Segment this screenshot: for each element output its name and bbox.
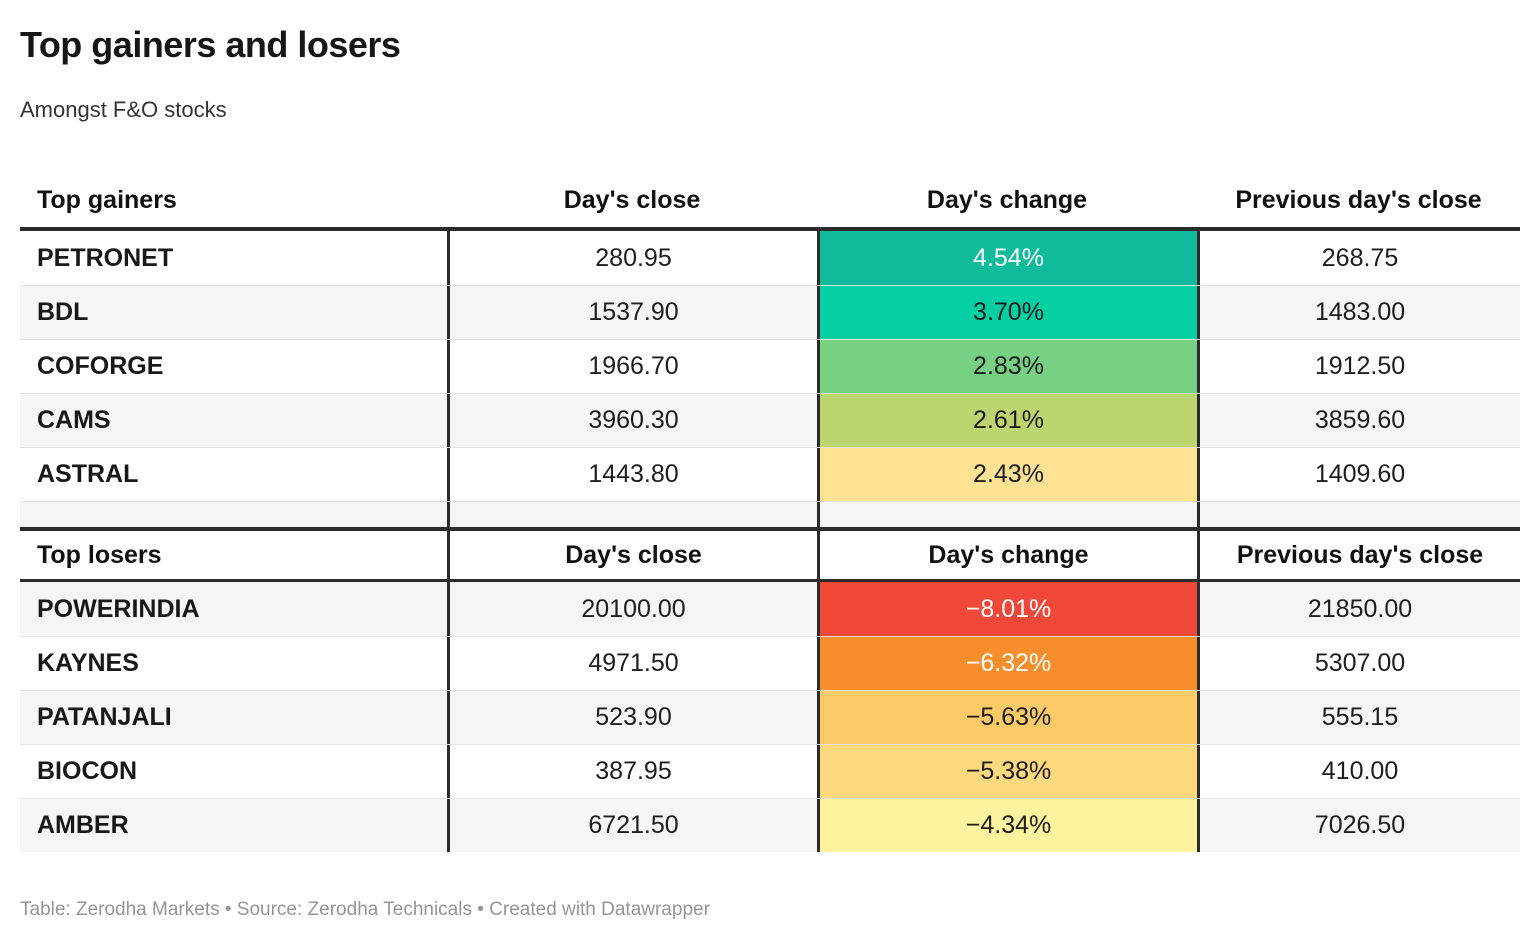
days-close-value: 1966.70 xyxy=(447,340,817,393)
page-title: Top gainers and losers xyxy=(20,24,401,65)
stock-name: COFORGE xyxy=(37,352,164,380)
column-header-days-change: Day's change xyxy=(817,531,1197,579)
table-row: CAMS 3960.30 2.61% 3859.60 xyxy=(20,393,1520,447)
column-header-top-gainers: Top gainers xyxy=(37,185,177,214)
days-close-value: 387.95 xyxy=(447,745,817,798)
column-header-days-close: Day's close xyxy=(563,185,701,214)
clipped-empty-row xyxy=(20,501,1520,527)
days-change-value: 4.54% xyxy=(817,231,1197,285)
previous-close-value: 1483.00 xyxy=(1197,286,1520,339)
gainers-losers-table: Top gainers Day's close Day's change Pre… xyxy=(20,173,1520,852)
column-header-days-close: Day's close xyxy=(447,531,817,579)
days-close-value: 4971.50 xyxy=(447,637,817,690)
days-close-value: 6721.50 xyxy=(447,799,817,852)
days-close-value: 1443.80 xyxy=(447,448,817,501)
column-header-days-change: Day's change xyxy=(926,185,1088,214)
days-change-value: −5.38% xyxy=(817,745,1197,798)
column-header-top-losers: Top losers xyxy=(37,540,162,569)
previous-close-value: 3859.60 xyxy=(1197,394,1520,447)
table-row: POWERINDIA 20100.00 −8.01% 21850.00 xyxy=(20,582,1520,636)
stock-name: CAMS xyxy=(37,406,111,434)
stock-name: PETRONET xyxy=(37,243,174,272)
column-header-previous-days-close: Previous day's close xyxy=(1235,185,1482,214)
table-row: BIOCON 387.95 −5.38% 410.00 xyxy=(20,744,1520,798)
days-change-value: 3.70% xyxy=(817,286,1197,339)
stock-name: KAYNES xyxy=(37,649,139,677)
days-close-value: 523.90 xyxy=(447,691,817,744)
days-close-value: 1537.90 xyxy=(447,286,817,339)
days-change-value: −8.01% xyxy=(817,582,1197,636)
gainers-header-row: Top gainers Day's close Day's change Pre… xyxy=(20,173,1520,231)
footer-credit: Table: Zerodha Markets • Source: Zerodha… xyxy=(20,899,710,920)
table-row: COFORGE 1966.70 2.83% 1912.50 xyxy=(20,339,1520,393)
days-change-value: 2.61% xyxy=(817,394,1197,447)
table-row: PETRONET 280.95 4.54% 268.75 xyxy=(20,231,1520,285)
days-close-value: 280.95 xyxy=(447,231,817,285)
previous-close-value: 268.75 xyxy=(1197,231,1520,285)
losers-header-row: Top losers Day's close Day's change Prev… xyxy=(20,531,1520,582)
stock-name: BIOCON xyxy=(37,757,137,785)
previous-close-value: 410.00 xyxy=(1197,745,1520,798)
losers-section: Top losers Day's close Day's change Prev… xyxy=(20,527,1520,852)
table-row: PATANJALI 523.90 −5.63% 555.15 xyxy=(20,690,1520,744)
table-row: BDL 1537.90 3.70% 1483.00 xyxy=(20,285,1520,339)
page-subtitle: Amongst F&O stocks xyxy=(20,97,227,122)
stock-name: PATANJALI xyxy=(37,703,172,731)
previous-close-value: 21850.00 xyxy=(1197,582,1520,636)
stock-name: AMBER xyxy=(37,811,129,839)
days-change-value: −5.63% xyxy=(817,691,1197,744)
days-change-value: −6.32% xyxy=(817,637,1197,690)
days-change-value: −4.34% xyxy=(817,799,1197,852)
stock-name: ASTRAL xyxy=(37,460,139,488)
column-header-previous-days-close: Previous day's close xyxy=(1197,531,1520,579)
table-row: ASTRAL 1443.80 2.43% 1409.60 xyxy=(20,447,1520,501)
previous-close-value: 7026.50 xyxy=(1197,799,1520,852)
previous-close-value: 555.15 xyxy=(1197,691,1520,744)
previous-close-value: 1409.60 xyxy=(1197,448,1520,501)
days-close-value: 20100.00 xyxy=(447,582,817,636)
stock-name: BDL xyxy=(37,298,89,326)
previous-close-value: 5307.00 xyxy=(1197,637,1520,690)
days-change-value: 2.83% xyxy=(817,340,1197,393)
previous-close-value: 1912.50 xyxy=(1197,340,1520,393)
days-close-value: 3960.30 xyxy=(447,394,817,447)
table-row: AMBER 6721.50 −4.34% 7026.50 xyxy=(20,798,1520,852)
days-change-value: 2.43% xyxy=(817,448,1197,501)
stock-name: POWERINDIA xyxy=(37,594,200,623)
table-row: KAYNES 4971.50 −6.32% 5307.00 xyxy=(20,636,1520,690)
